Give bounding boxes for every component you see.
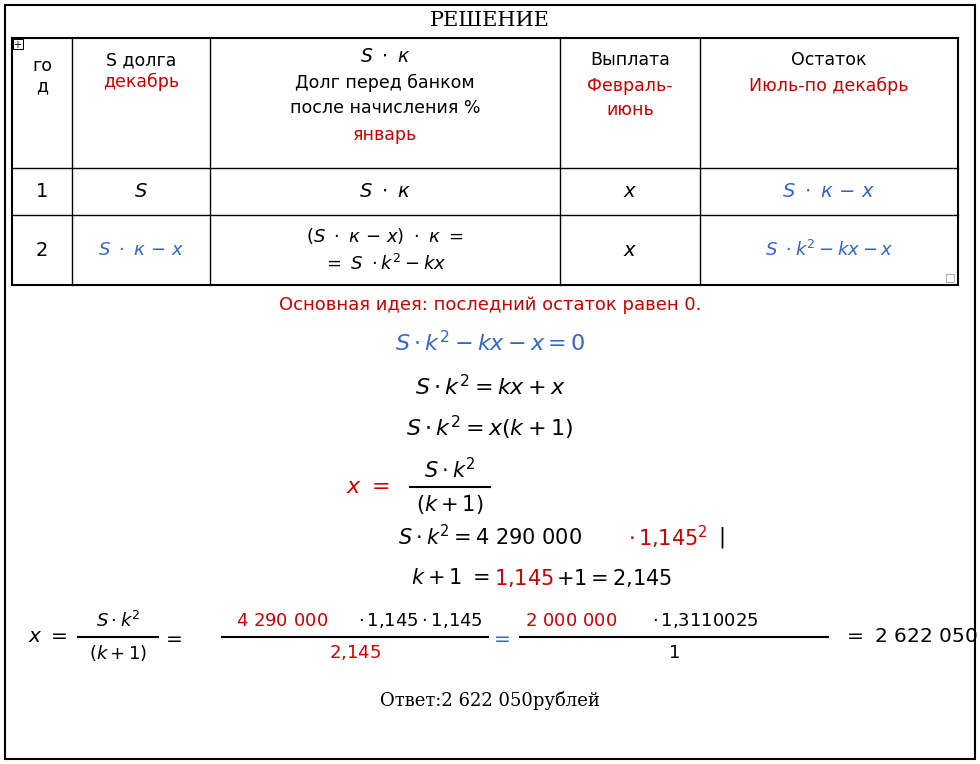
Text: Ответ:2 622 050рублей: Ответ:2 622 050рублей [380, 691, 600, 710]
Text: □: □ [945, 272, 955, 282]
Text: S долга: S долга [106, 51, 176, 69]
Text: $k + 1\ =\ $: $k + 1\ =\ $ [411, 568, 490, 588]
Text: $S \cdot k^2 - kx - x = 0$: $S \cdot k^2 - kx - x = 0$ [395, 330, 585, 355]
Text: $=\ S\ \cdot k^2 - kx$: $=\ S\ \cdot k^2 - kx$ [323, 254, 447, 274]
Text: $S\ \cdot$ к: $S\ \cdot$ к [359, 182, 412, 201]
Text: после начисления %: после начисления % [290, 99, 480, 117]
Text: $(S\ \cdot$ к $-\ x)\ \cdot$ к $=$: $(S\ \cdot$ к $-\ x)\ \cdot$ к $=$ [307, 226, 464, 246]
Text: $x\ =$: $x\ =$ [28, 627, 68, 646]
Text: Основная идея: последний остаток равен 0.: Основная идея: последний остаток равен 0… [279, 296, 701, 314]
Text: $|$: $|$ [718, 525, 724, 549]
Text: $\cdot\,1{,}145\cdot 1{,}145$: $\cdot\,1{,}145\cdot 1{,}145$ [358, 611, 483, 630]
Text: $S \cdot k^2 = x(k + 1)$: $S \cdot k^2 = x(k + 1)$ [407, 414, 573, 442]
Text: $x$: $x$ [623, 241, 637, 260]
Text: 1: 1 [36, 182, 48, 201]
Text: Выплата: Выплата [590, 51, 670, 69]
Text: $S\ \cdot$ к: $S\ \cdot$ к [360, 47, 411, 66]
Text: $x$: $x$ [623, 182, 637, 201]
Text: д: д [36, 77, 48, 95]
Text: $S\ \cdot k^2 - kx - x$: $S\ \cdot k^2 - kx - x$ [764, 240, 893, 260]
Text: Остаток: Остаток [791, 51, 866, 69]
Text: $+ 1 = 2{,}145$: $+ 1 = 2{,}145$ [556, 567, 672, 589]
Text: $S \cdot k^2$: $S \cdot k^2$ [96, 611, 140, 631]
Text: $S$: $S$ [134, 182, 148, 201]
Text: $x\ =$: $x\ =$ [347, 477, 390, 497]
Text: $S\ \cdot$ к $-\ x$: $S\ \cdot$ к $-\ x$ [782, 182, 875, 201]
Text: $1$: $1$ [668, 644, 680, 662]
Text: $S \cdot k^2 = kx + x$: $S \cdot k^2 = kx + x$ [415, 374, 565, 400]
Text: $\cdot\,1{,}3110025$: $\cdot\,1{,}3110025$ [652, 611, 759, 630]
Text: $\cdot\,1{,}145^2$: $\cdot\,1{,}145^2$ [628, 523, 708, 551]
Text: Долг перед банком: Долг перед банком [295, 74, 475, 92]
Text: $S\ \cdot$ к $-\ x$: $S\ \cdot$ к $-\ x$ [98, 241, 184, 259]
Bar [13, 39, 23, 49]
Text: $(k + 1)$: $(k + 1)$ [89, 643, 147, 663]
Text: Июль-по декабрь: Июль-по декабрь [750, 77, 908, 95]
Text: $1{,}145$: $1{,}145$ [494, 567, 554, 589]
Text: Февраль-: Февраль- [587, 77, 673, 95]
Text: РЕШЕНИЕ: РЕШЕНИЕ [430, 11, 550, 30]
Text: $(k + 1)$: $(k + 1)$ [416, 493, 484, 516]
Text: $2{,}145$: $2{,}145$ [329, 643, 381, 662]
Text: $S \cdot k^2$: $S \cdot k^2$ [424, 458, 475, 483]
Text: $4\ 290\ 000$: $4\ 290\ 000$ [236, 612, 328, 630]
Text: го: го [32, 57, 52, 75]
Text: $=\ 2\ 622\ 050$: $=\ 2\ 622\ 050$ [843, 627, 978, 646]
Text: декабрь: декабрь [103, 73, 179, 91]
Text: $=$: $=$ [490, 627, 511, 646]
Text: 2: 2 [36, 241, 48, 260]
Text: июнь: июнь [606, 101, 654, 119]
Text: +: + [13, 40, 21, 50]
Bar [12, 38, 958, 285]
Text: $=$: $=$ [162, 627, 182, 646]
Text: $2\ 000\ 000$: $2\ 000\ 000$ [525, 612, 617, 630]
Text: январь: январь [353, 126, 417, 144]
Text: $S \cdot k^2 = 4\ 290\ 000$: $S \cdot k^2 = 4\ 290\ 000$ [398, 524, 582, 549]
